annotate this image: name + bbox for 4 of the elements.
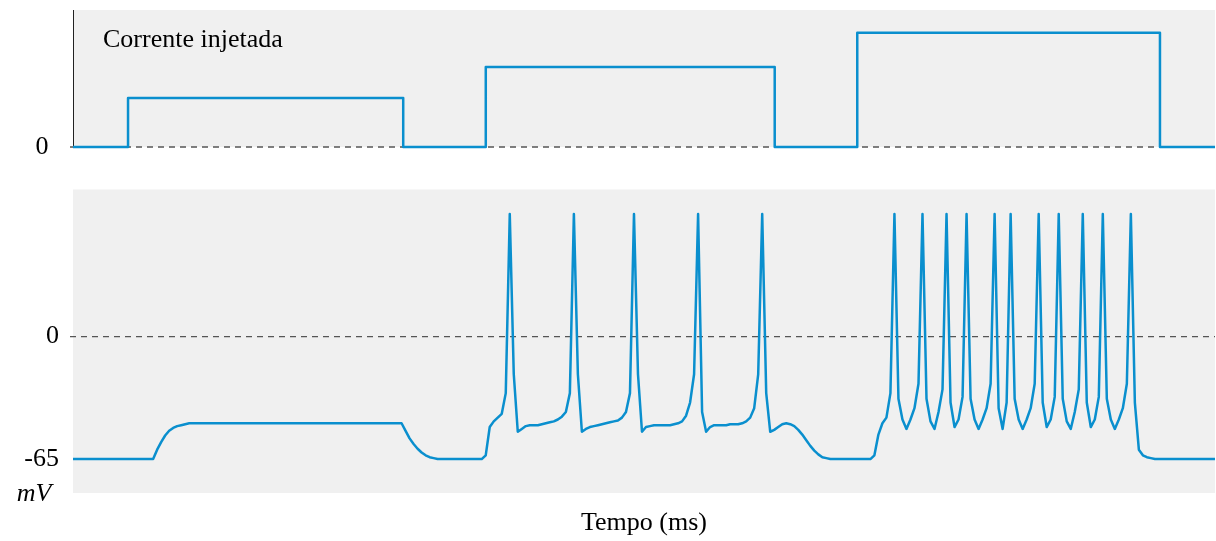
x-axis-title: Tempo (ms) [581,506,707,536]
annotation: Corrente injetada [103,23,284,53]
y-tick-label: -65 [24,442,59,472]
y-axis-title: mV [16,477,55,507]
